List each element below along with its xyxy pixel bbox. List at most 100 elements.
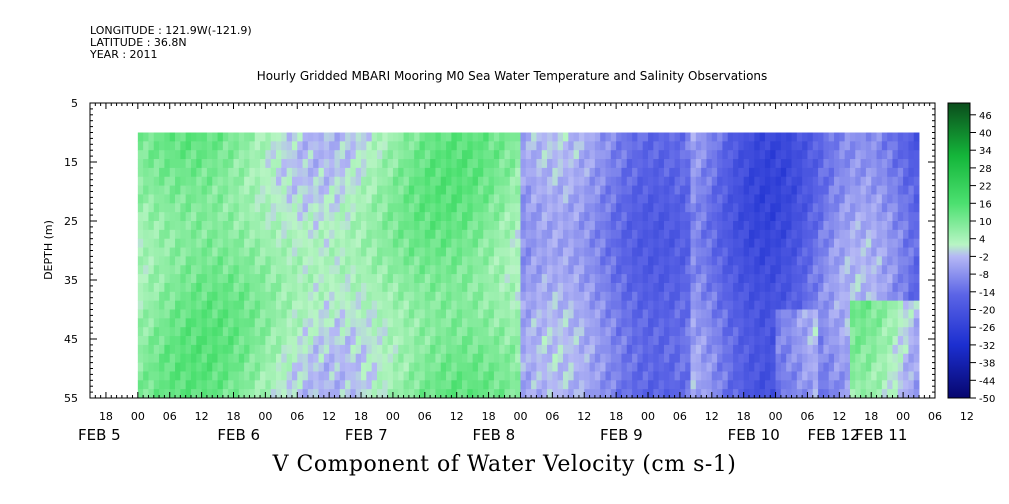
heat-cell [573, 282, 580, 293]
heat-cell [392, 344, 399, 355]
heat-cell [871, 159, 877, 169]
heat-cell [589, 327, 596, 337]
heat-cell [531, 380, 537, 390]
heat-cell [881, 132, 888, 142]
heat-cell [297, 336, 303, 346]
heat-cell [536, 282, 543, 293]
heat-cell [637, 132, 644, 142]
heat-cell [685, 256, 691, 266]
heat-cell [626, 229, 633, 240]
heat-cell [419, 353, 426, 363]
heat-cell [791, 150, 798, 160]
heat-cell [823, 256, 830, 266]
heat-cell [616, 362, 622, 372]
heat-cell [355, 221, 362, 231]
heat-cell [685, 159, 691, 169]
heat-cell [584, 203, 590, 213]
heat-cell [515, 380, 521, 390]
heat-cell [637, 265, 644, 275]
heat-cell [796, 265, 803, 275]
heat-cell [573, 194, 580, 204]
heat-cell [462, 203, 468, 213]
heat-cell [488, 336, 495, 346]
heat-cell [222, 176, 229, 186]
heat-cell [350, 327, 357, 337]
heat-cell [228, 318, 234, 328]
heat-cell [807, 212, 814, 222]
heat-cell [153, 291, 160, 302]
heat-cell [674, 194, 681, 204]
heat-cell [717, 371, 723, 381]
heat-cell [547, 221, 553, 231]
heat-cell [865, 389, 872, 399]
heat-cell [201, 203, 208, 213]
heat-cell [695, 132, 702, 142]
heat-cell [201, 282, 208, 293]
heat-cell [382, 362, 389, 372]
heat-cell [159, 176, 165, 186]
heat-cell [594, 327, 601, 337]
heat-cell [297, 265, 303, 275]
heat-cell [313, 221, 319, 231]
heat-cell [477, 336, 484, 346]
heat-cell [164, 344, 171, 355]
heat-cell [334, 167, 341, 178]
heat-cell [414, 212, 420, 222]
heat-cell [685, 274, 691, 284]
heat-cell [780, 362, 787, 372]
heat-cell [839, 336, 846, 346]
heat-cell [738, 336, 745, 346]
heat-cell [562, 318, 569, 328]
heat-cell [313, 167, 319, 178]
heat-cell [834, 194, 840, 204]
heat-cell [244, 291, 250, 302]
heat-cell [823, 212, 830, 222]
heat-cell [632, 389, 638, 399]
heat-cell [525, 247, 532, 257]
heat-cell [738, 300, 745, 310]
heat-cell [143, 291, 149, 302]
heat-cell [398, 194, 404, 204]
heat-cell [350, 318, 357, 328]
heat-cell [244, 336, 250, 346]
heat-cell [844, 336, 851, 346]
heat-cell [408, 132, 415, 142]
heat-cell [865, 194, 872, 204]
heat-cell [355, 194, 362, 204]
heat-cell [334, 300, 341, 310]
heat-cell [366, 194, 373, 204]
heat-cell [175, 353, 181, 363]
heat-cell [424, 344, 431, 355]
heat-cell [291, 185, 298, 195]
heat-cell [143, 389, 149, 399]
heat-cell [605, 291, 612, 302]
heat-cell [143, 353, 149, 363]
heat-cell [403, 389, 410, 399]
heat-cell [244, 274, 250, 284]
heat-cell [164, 141, 171, 151]
heat-cell [254, 203, 261, 213]
heat-cell [371, 327, 378, 337]
heat-cell [679, 238, 686, 248]
heat-cell [345, 194, 351, 204]
heat-cell [366, 344, 373, 355]
heat-cell [828, 247, 835, 257]
heat-cell [616, 300, 622, 310]
heat-cell [238, 203, 245, 213]
heat-cell [509, 353, 516, 363]
heat-cell [568, 362, 575, 372]
heat-cell [871, 336, 877, 346]
heat-cell [796, 291, 803, 302]
heat-cell [190, 203, 197, 213]
heat-cell [233, 300, 240, 310]
heat-cell [276, 194, 282, 204]
heat-cell [355, 274, 362, 284]
heat-cell [419, 194, 426, 204]
heat-cell [339, 167, 346, 178]
heat-cell [339, 203, 346, 213]
heat-cell [711, 132, 718, 142]
heat-cell [775, 389, 782, 399]
heat-cell [376, 194, 383, 204]
heat-cell [185, 282, 192, 293]
heat-cell [823, 327, 830, 337]
